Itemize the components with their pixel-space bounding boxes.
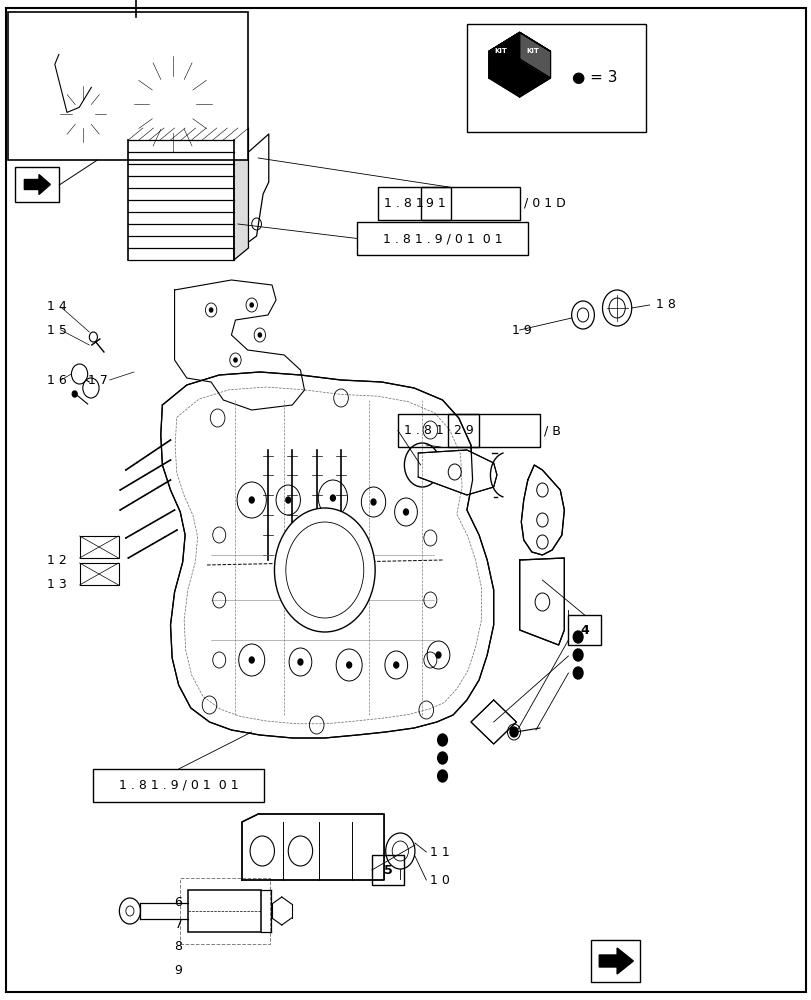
Text: 1 9: 1 9 <box>511 324 530 336</box>
Polygon shape <box>134 24 168 62</box>
Text: 1 . 8 1 . 9 / 0 1  0 1: 1 . 8 1 . 9 / 0 1 0 1 <box>118 779 238 792</box>
Polygon shape <box>79 536 118 558</box>
Circle shape <box>573 649 582 661</box>
Circle shape <box>209 308 212 312</box>
Polygon shape <box>519 32 550 78</box>
Text: 6: 6 <box>174 896 182 908</box>
Polygon shape <box>128 128 248 140</box>
Circle shape <box>234 358 237 362</box>
Polygon shape <box>234 128 248 260</box>
FancyBboxPatch shape <box>8 12 247 160</box>
Circle shape <box>437 734 447 746</box>
Polygon shape <box>50 64 64 97</box>
Polygon shape <box>488 32 550 51</box>
Polygon shape <box>161 372 493 738</box>
Text: 2 9: 2 9 <box>453 424 473 437</box>
Text: KIT: KIT <box>494 48 507 54</box>
Circle shape <box>298 659 303 665</box>
Text: / B: / B <box>543 424 560 437</box>
Circle shape <box>437 752 447 764</box>
Circle shape <box>403 509 408 515</box>
Text: 1 1: 1 1 <box>430 846 449 858</box>
Text: ● = 3: ● = 3 <box>572 70 617 86</box>
Circle shape <box>330 495 335 501</box>
Text: 1 . 8 1 . 9 / 0 1  0 1: 1 . 8 1 . 9 / 0 1 0 1 <box>382 232 502 245</box>
Polygon shape <box>79 563 118 585</box>
Circle shape <box>250 303 253 307</box>
Polygon shape <box>242 814 384 880</box>
Text: 1 6: 1 6 <box>47 373 67 386</box>
Circle shape <box>573 667 582 679</box>
Text: 1 8: 1 8 <box>655 298 675 312</box>
Polygon shape <box>488 59 550 97</box>
Circle shape <box>573 631 582 643</box>
Circle shape <box>249 657 254 663</box>
Text: 8: 8 <box>174 940 182 952</box>
Polygon shape <box>521 465 564 555</box>
Circle shape <box>393 662 398 668</box>
Text: 1 7: 1 7 <box>88 373 107 386</box>
Circle shape <box>346 662 351 668</box>
Circle shape <box>285 497 290 503</box>
Circle shape <box>371 499 375 505</box>
Polygon shape <box>519 558 564 645</box>
Text: 4: 4 <box>580 624 588 637</box>
Circle shape <box>72 391 77 397</box>
Text: / 0 1 D: / 0 1 D <box>523 197 564 210</box>
Text: 7: 7 <box>174 918 182 930</box>
Text: KIT: KIT <box>526 48 539 54</box>
Text: 1 3: 1 3 <box>47 578 67 591</box>
Polygon shape <box>24 175 50 195</box>
Text: 1 0: 1 0 <box>430 874 449 886</box>
Polygon shape <box>470 700 516 744</box>
Circle shape <box>274 508 375 632</box>
Circle shape <box>509 727 517 737</box>
Polygon shape <box>599 948 633 974</box>
Polygon shape <box>488 32 519 78</box>
Circle shape <box>249 497 254 503</box>
Text: 1 . 8 1: 1 . 8 1 <box>404 424 444 437</box>
Text: 1 . 8 1 .: 1 . 8 1 . <box>384 197 431 210</box>
Polygon shape <box>418 450 496 495</box>
Text: 1 5: 1 5 <box>47 324 67 336</box>
Circle shape <box>436 652 440 658</box>
Circle shape <box>258 333 261 337</box>
Text: 1 4: 1 4 <box>47 300 67 314</box>
Text: 1 2: 1 2 <box>47 554 67 566</box>
Text: 9 1: 9 1 <box>426 197 445 210</box>
Circle shape <box>437 770 447 782</box>
Text: 5: 5 <box>384 863 392 876</box>
Text: 9: 9 <box>174 964 182 976</box>
